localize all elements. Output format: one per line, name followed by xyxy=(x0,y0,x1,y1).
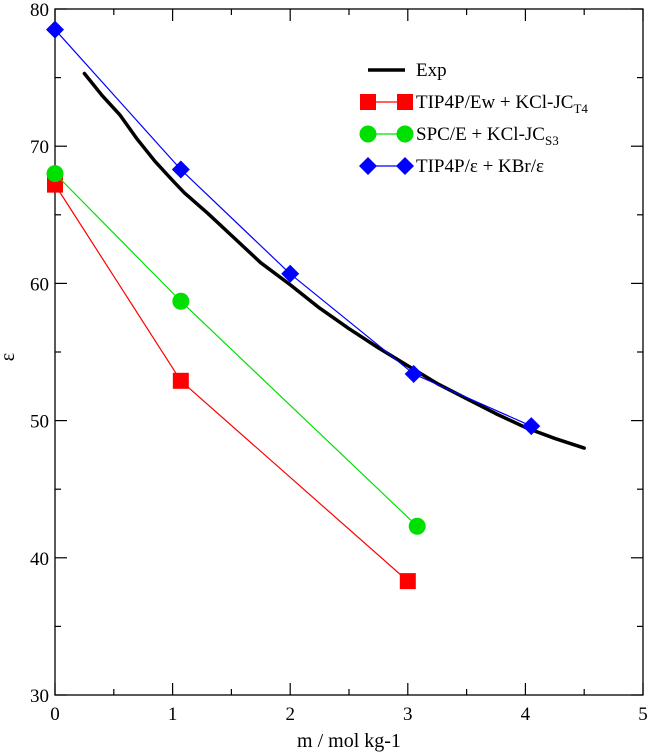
data-point xyxy=(404,364,423,383)
data-point xyxy=(399,573,416,590)
series-0 xyxy=(82,71,586,450)
legend-label-main: Exp xyxy=(416,60,447,81)
y-tick-label: 60 xyxy=(30,274,49,295)
legend-label: Exp xyxy=(416,60,447,81)
series-line xyxy=(54,184,409,582)
legend-marker xyxy=(396,157,414,175)
legend-label: TIP4P/ε + KBr/ε xyxy=(416,156,544,177)
legend-label-main: SPC/E + KCl-JC xyxy=(416,124,545,145)
x-axis-label: m / mol kg-1 xyxy=(297,730,401,752)
axis-tick-labels: 0 1 2 3 4 5 30 40 50 60 70 80 xyxy=(30,0,648,725)
legend-item: Exp xyxy=(368,60,447,81)
y-axis-label: ε xyxy=(0,353,19,361)
legend-marker xyxy=(396,125,414,143)
x-tick-label: 4 xyxy=(521,704,531,725)
legend-label: TIP4P/Ew + KCl-JCT4 xyxy=(416,92,588,116)
data-point xyxy=(171,160,190,179)
data-point xyxy=(281,264,300,283)
legend-label-main: TIP4P/Ew + KCl-JC xyxy=(416,92,573,113)
legend-marker xyxy=(360,94,376,110)
y-tick-label: 30 xyxy=(30,686,49,707)
y-tick-label: 50 xyxy=(30,412,49,433)
legend-label-subscript: S3 xyxy=(545,133,559,148)
axis-ticks xyxy=(54,8,644,696)
legend-label-main: TIP4P/ε + KBr/ε xyxy=(416,156,544,177)
y-tick-label: 70 xyxy=(30,137,49,158)
y-tick-label: 40 xyxy=(30,549,49,570)
series-line xyxy=(82,71,586,450)
x-tick-label: 2 xyxy=(285,704,295,725)
legend-item: TIP4P/Ew + KCl-JCT4 xyxy=(360,92,588,116)
series-line xyxy=(54,173,418,527)
series-2 xyxy=(46,165,426,535)
legend-marker xyxy=(359,157,377,175)
data-point xyxy=(522,417,541,436)
data-point xyxy=(408,517,426,535)
data-point xyxy=(172,372,189,389)
x-tick-label: 3 xyxy=(403,704,413,725)
x-tick-label: 1 xyxy=(168,704,178,725)
series-3 xyxy=(46,20,541,436)
legend-item: TIP4P/ε + KBr/ε xyxy=(359,156,544,177)
legend-marker xyxy=(359,125,377,143)
series-line xyxy=(54,28,532,427)
y-tick-label: 80 xyxy=(30,0,49,21)
data-point xyxy=(46,165,64,183)
series-1 xyxy=(47,176,416,590)
legend-item: SPC/E + KCl-JCS3 xyxy=(359,124,559,148)
data-point xyxy=(172,292,190,310)
data-point xyxy=(46,20,64,39)
legend-label: SPC/E + KCl-JCS3 xyxy=(416,124,559,148)
x-tick-label: 5 xyxy=(638,704,648,725)
series-layer xyxy=(46,20,586,590)
legend-label-subscript: T4 xyxy=(573,101,588,116)
x-tick-label: 0 xyxy=(50,704,60,725)
legend-marker xyxy=(397,94,413,110)
